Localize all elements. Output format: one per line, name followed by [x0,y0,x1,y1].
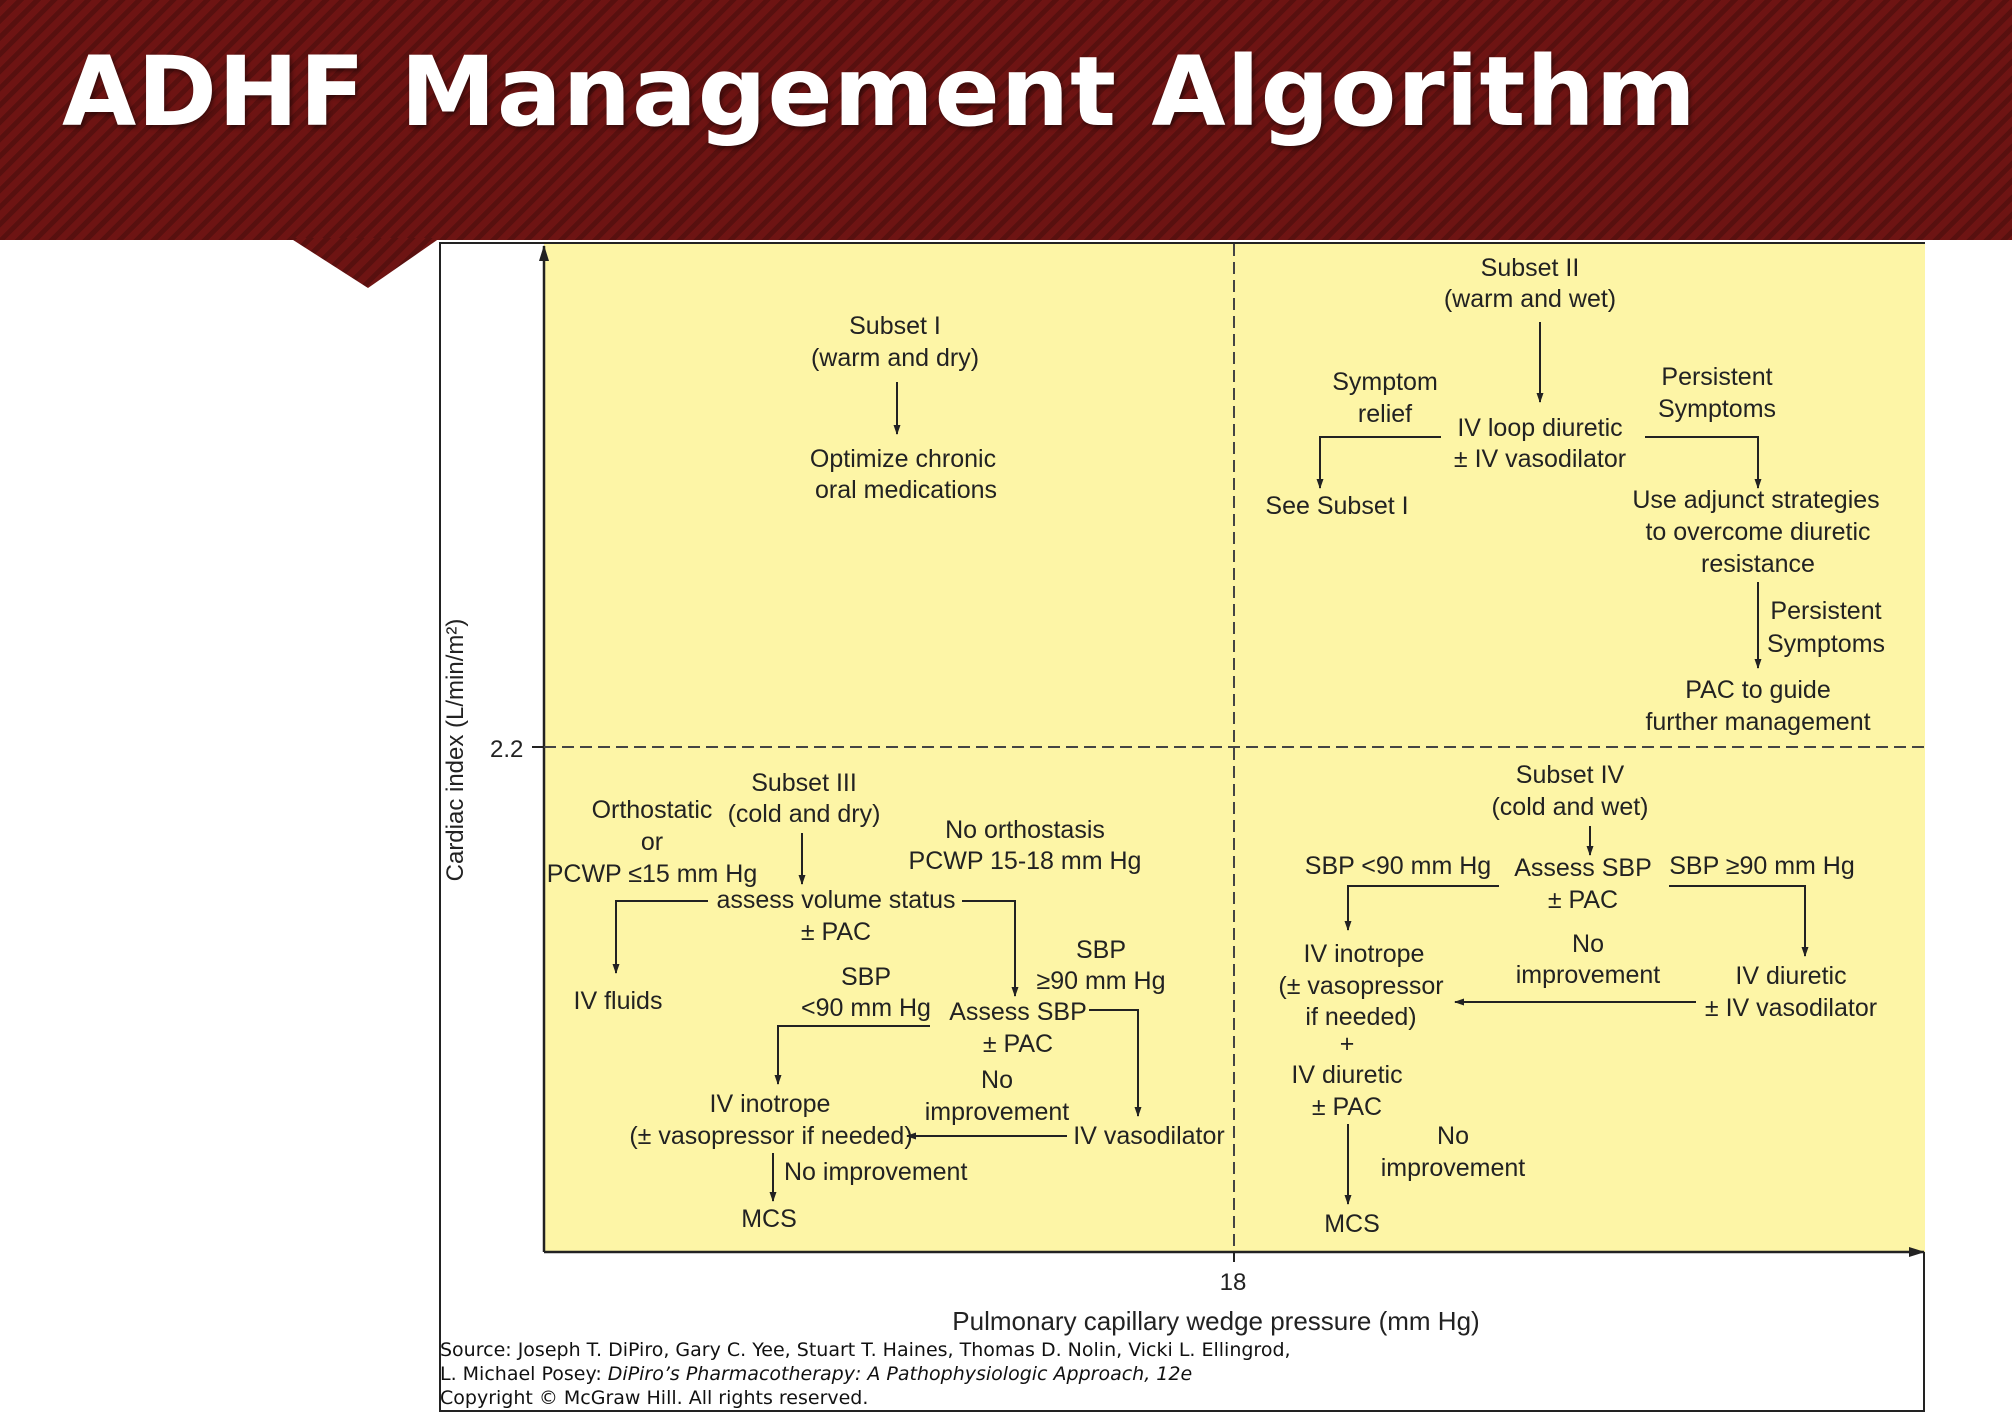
no-improvement2-line2: improvement [1381,1154,1526,1182]
subset-2-subtitle: (warm and wet) [1444,285,1616,313]
persistent-symptoms-line1: Persistent [1661,363,1772,391]
no-improvement-line2: improvement [925,1098,1070,1126]
pac-guide-line1: PAC to guide [1685,676,1830,704]
subset-3: Subset III (cold and dry) Orthostatic or… [547,769,1225,1233]
iv-diuretic-line1: IV diuretic [1735,962,1846,990]
x-axis-title: Pulmonary capillary wedge pressure (mm H… [952,1306,1479,1336]
see-subset-1-text: See Subset I [1265,492,1408,520]
sbp-low-line1: SBP [841,963,891,991]
symptom-relief-line1: Symptom [1332,368,1438,396]
arrow [1344,885,1499,931]
persistent-symptoms2-line2: Symptoms [1767,630,1885,658]
iv-vasodilator-text: IV vasodilator [1073,1122,1224,1150]
orthostatic-line1: Orthostatic [592,796,713,824]
y-threshold-label: 2.2 [490,736,523,763]
iv-diuretic-line2: ± IV vasodilator [1705,994,1877,1022]
sbp-low-text: SBP <90 mm Hg [1305,852,1491,880]
x-threshold-label: 18 [1220,1269,1247,1296]
citation-line-3: Copyright © McGraw Hill. All rights rese… [440,1387,869,1409]
orthostatic-line3: PCWP ≤15 mm Hg [547,860,758,888]
no-orthostasis-line2: PCWP 15-18 mm Hg [909,847,1142,875]
iv-fluids-text: IV fluids [574,987,663,1015]
subset-4: Subset IV (cold and wet) SBP <90 mm Hg A… [1278,761,1877,1238]
iv-diuretic-pac-line1: IV diuretic [1291,1061,1402,1089]
no-improvement-inline: No improvement [784,1158,967,1186]
plus-sign: + [1340,1030,1355,1058]
sbp-low-line2: <90 mm Hg [801,994,931,1022]
citation-authors: L. Michael Posey: [440,1363,608,1385]
no-improvement-line2: improvement [1516,961,1661,989]
iv-diuretic-pac-line2: ± PAC [1312,1093,1382,1121]
assess-sbp-line1: Assess SBP [1514,854,1652,882]
subset-3-subtitle: (cold and dry) [728,800,881,828]
sbp-high-line1: SBP [1076,936,1126,964]
subset-2-title: Subset II [1481,254,1580,282]
assess-sbp-line2: ± PAC [983,1030,1053,1058]
no-improvement2-line1: No [1437,1122,1469,1150]
arrow [1089,1009,1142,1117]
iv-vasodilator-text: ± IV vasodilator [1454,445,1626,473]
sbp-high-text: SBP ≥90 mm Hg [1669,852,1855,880]
subset-2: Subset II (warm and wet) Symptom relief … [1265,254,1885,736]
subset-4-subtitle: (cold and wet) [1491,793,1648,821]
subset-1: Subset I (warm and dry) Optimize chronic… [810,312,997,504]
title-banner [0,0,2012,240]
source-citation: Source: Joseph T. DiPiro, Gary C. Yee, S… [440,1338,1920,1410]
subset-4-title: Subset IV [1516,761,1625,789]
persistent-symptoms-line2: Symptoms [1658,395,1776,423]
orthostatic-line2: or [641,828,663,856]
iv-inotrope-line1: IV inotrope [710,1090,831,1118]
assess-sbp-line1: Assess SBP [949,998,1087,1026]
assess-volume-line1: assess volume status [717,886,956,914]
mcs-text: MCS [741,1205,797,1233]
adjunct-strategies-line3: resistance [1701,550,1815,578]
mcs-text: MCS [1324,1210,1380,1238]
subset-1-title: Subset I [849,312,941,340]
iv-loop-diuretic-text: IV loop diuretic [1457,414,1622,442]
subset-1-subtitle: (warm and dry) [811,344,979,372]
arrow [774,1025,930,1085]
slide-title: ADHF Management Algorithm [62,36,1697,148]
subset-3-title: Subset III [751,769,857,797]
arrow [612,900,708,974]
arrow [1645,436,1762,489]
citation-line-1: Source: Joseph T. DiPiro, Gary C. Yee, S… [440,1339,1291,1361]
adjunct-strategies-line1: Use adjunct strategies [1632,486,1879,514]
assess-volume-line2: ± PAC [801,918,871,946]
arrow [962,900,1019,997]
adjunct-strategies-line2: to overcome diuretic [1645,518,1870,546]
iv-inotrope-line2: (± vasopressor [1278,972,1443,1000]
oral-medications-text: oral medications [815,476,997,504]
no-improvement-line1: No [981,1066,1013,1094]
citation-book-title: DiPiro’s Pharmacotherapy: A Pathophysiol… [607,1363,1193,1385]
iv-inotrope-line2: (± vasopressor if needed) [629,1122,912,1150]
symptom-relief-line2: relief [1358,400,1412,428]
citation-line-2: L. Michael Posey: DiPiro’s Pharmacothera… [440,1362,1920,1386]
pac-guide-line2: further management [1645,708,1870,736]
no-orthostasis-line1: No orthostasis [945,816,1105,844]
assess-sbp-line2: ± PAC [1548,886,1618,914]
y-axis-title: Cardiac index (L/min/m²) [442,619,469,882]
persistent-symptoms2-line1: Persistent [1770,597,1881,625]
arrow [1669,885,1809,957]
sbp-high-line2: ≥90 mm Hg [1036,967,1165,995]
iv-inotrope-line1: IV inotrope [1304,940,1425,968]
arrow [1316,436,1441,489]
no-improvement-line1: No [1572,930,1604,958]
optimize-chronic-text: Optimize chronic [810,445,996,473]
iv-inotrope-line3: if needed) [1305,1003,1416,1031]
